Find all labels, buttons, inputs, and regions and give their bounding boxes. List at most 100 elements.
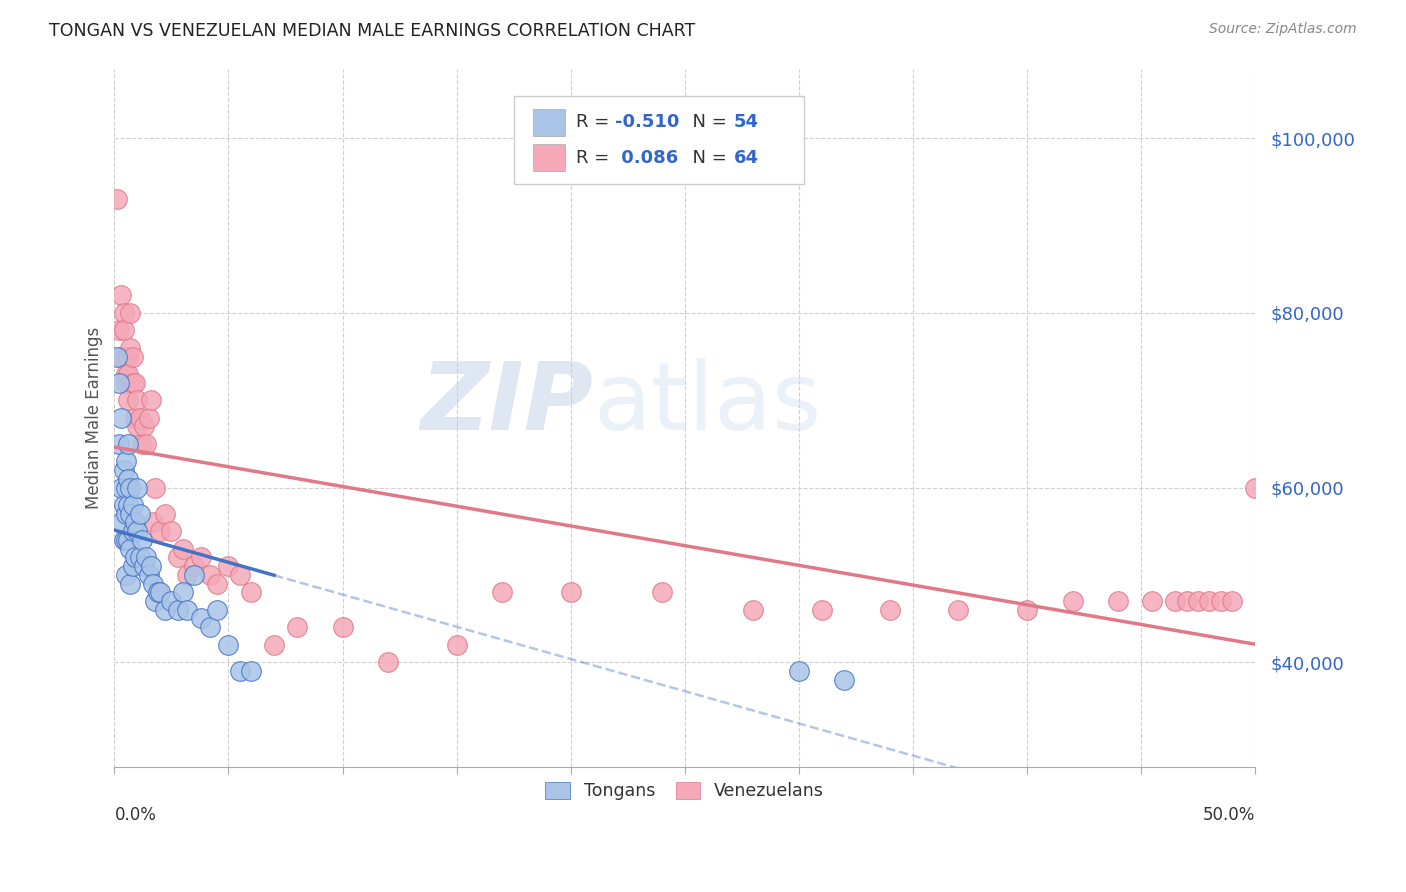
Point [114, 507, 136, 521]
Text: 0.0%: 0.0% [114, 806, 156, 824]
Point [114, 481, 136, 495]
Point [127, 481, 149, 495]
Point [114, 567, 136, 582]
Point [172, 541, 194, 556]
Point [145, 481, 167, 495]
Point [135, 437, 157, 451]
Point [131, 533, 153, 547]
Text: 64: 64 [734, 149, 759, 167]
Point [1107, 594, 1129, 608]
Point [120, 541, 142, 556]
Point [787, 664, 810, 678]
Point [128, 410, 150, 425]
Text: ZIP: ZIP [420, 358, 593, 450]
Point [142, 516, 165, 530]
Point [176, 567, 198, 582]
Point [124, 516, 146, 530]
Point [810, 603, 832, 617]
Point [149, 585, 172, 599]
Point [114, 376, 136, 390]
Point [229, 567, 252, 582]
Point [128, 550, 150, 565]
Point [127, 419, 149, 434]
Point [110, 288, 132, 302]
Point [1198, 594, 1220, 608]
Point [131, 437, 153, 451]
Point [377, 655, 399, 669]
FancyBboxPatch shape [533, 145, 565, 171]
Point [132, 419, 155, 434]
Point [105, 350, 128, 364]
Point [121, 559, 143, 574]
Point [172, 585, 194, 599]
Point [153, 603, 176, 617]
Point [1062, 594, 1084, 608]
Point [117, 533, 139, 547]
Point [167, 550, 190, 565]
Point [124, 376, 146, 390]
Point [205, 576, 228, 591]
Point [112, 533, 135, 547]
Text: N =: N = [682, 149, 733, 167]
Point [1142, 594, 1164, 608]
Point [742, 603, 765, 617]
Point [948, 603, 970, 617]
Point [153, 507, 176, 521]
Text: TONGAN VS VENEZUELAN MEDIAN MALE EARNINGS CORRELATION CHART: TONGAN VS VENEZUELAN MEDIAN MALE EARNING… [49, 22, 696, 40]
Text: 50.0%: 50.0% [1202, 806, 1256, 824]
Point [114, 367, 136, 381]
Point [120, 306, 142, 320]
Point [834, 673, 856, 687]
Point [332, 620, 354, 634]
Point [127, 524, 149, 538]
Point [108, 323, 131, 337]
Point [121, 376, 143, 390]
Point [117, 472, 139, 486]
Point [560, 585, 582, 599]
Point [124, 550, 146, 565]
Legend: Tongans, Venezuelans: Tongans, Venezuelans [538, 775, 831, 807]
Point [120, 576, 142, 591]
Text: -0.510: -0.510 [616, 113, 679, 131]
Point [183, 567, 205, 582]
Point [229, 664, 252, 678]
Point [200, 567, 222, 582]
Point [108, 437, 131, 451]
Point [138, 410, 160, 425]
Point [121, 350, 143, 364]
Point [190, 550, 212, 565]
Y-axis label: Median Male Earnings: Median Male Earnings [86, 326, 103, 508]
Point [1187, 594, 1209, 608]
Point [117, 367, 139, 381]
Point [110, 410, 132, 425]
Point [1015, 603, 1038, 617]
Point [105, 193, 128, 207]
Point [491, 585, 513, 599]
Point [651, 585, 673, 599]
Text: atlas: atlas [593, 358, 821, 450]
Point [117, 437, 139, 451]
Point [200, 620, 222, 634]
Point [112, 463, 135, 477]
Point [240, 585, 263, 599]
Point [1209, 594, 1232, 608]
Point [121, 524, 143, 538]
Text: R =: R = [576, 113, 616, 131]
Point [110, 481, 132, 495]
Point [146, 585, 169, 599]
Point [176, 603, 198, 617]
Point [114, 350, 136, 364]
Point [160, 594, 183, 608]
Point [127, 393, 149, 408]
Point [112, 498, 135, 512]
Point [120, 341, 142, 355]
Point [117, 498, 139, 512]
Point [120, 507, 142, 521]
Point [110, 516, 132, 530]
Text: N =: N = [682, 113, 733, 131]
Point [142, 576, 165, 591]
Point [1175, 594, 1198, 608]
Text: Source: ZipAtlas.com: Source: ZipAtlas.com [1209, 22, 1357, 37]
Point [160, 524, 183, 538]
Point [217, 638, 239, 652]
